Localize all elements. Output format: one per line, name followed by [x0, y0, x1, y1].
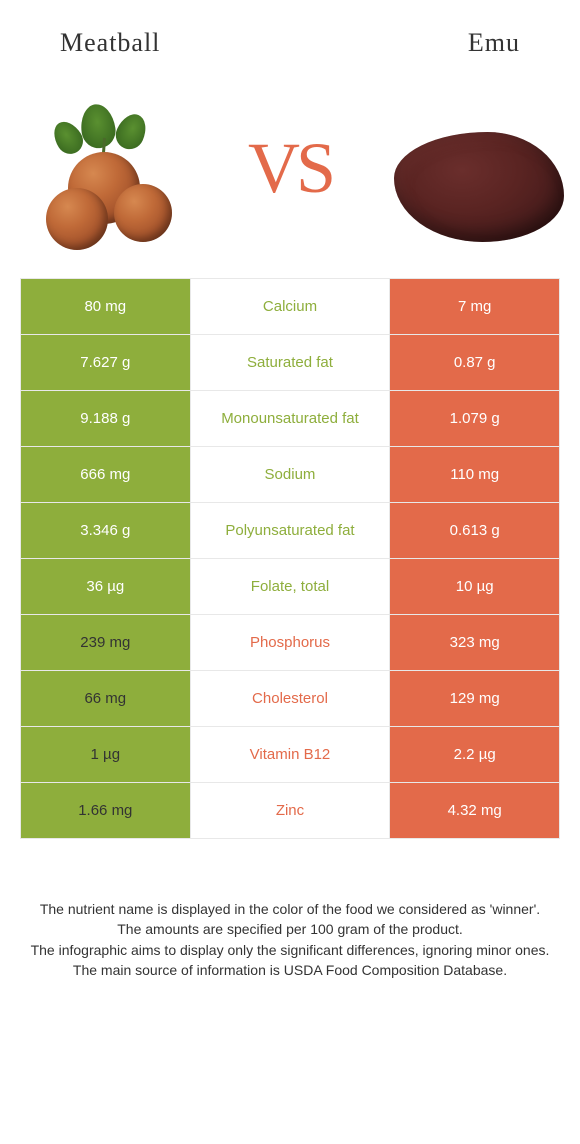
footnote-line: The nutrient name is displayed in the co…: [24, 899, 556, 919]
footnotes: The nutrient name is displayed in the co…: [0, 839, 580, 980]
header: Meatball Emu: [0, 0, 580, 68]
nutrient-name-cell: Vitamin B12: [190, 727, 390, 783]
table-row: 1.66 mgZinc4.32 mg: [21, 783, 560, 839]
nutrient-name-cell: Folate, total: [190, 559, 390, 615]
left-value-cell: 9.188 g: [21, 391, 191, 447]
nutrient-comparison-table: 80 mgCalcium7 mg7.627 gSaturated fat0.87…: [20, 278, 560, 839]
table-row: 36 µgFolate, total10 µg: [21, 559, 560, 615]
right-value-cell: 0.87 g: [390, 335, 560, 391]
nutrient-name-cell: Monounsaturated fat: [190, 391, 390, 447]
left-value-cell: 666 mg: [21, 447, 191, 503]
nutrient-name-cell: Sodium: [190, 447, 390, 503]
right-value-cell: 110 mg: [390, 447, 560, 503]
left-value-cell: 7.627 g: [21, 335, 191, 391]
right-value-cell: 129 mg: [390, 671, 560, 727]
nutrient-name-cell: Saturated fat: [190, 335, 390, 391]
table-row: 66 mgCholesterol129 mg: [21, 671, 560, 727]
right-food-title: Emu: [468, 28, 520, 58]
right-value-cell: 7 mg: [390, 279, 560, 335]
table-row: 1 µgVitamin B122.2 µg: [21, 727, 560, 783]
meatball-image: [20, 88, 200, 248]
right-value-cell: 0.613 g: [390, 503, 560, 559]
nutrient-name-cell: Phosphorus: [190, 615, 390, 671]
right-value-cell: 2.2 µg: [390, 727, 560, 783]
left-value-cell: 66 mg: [21, 671, 191, 727]
table-row: 666 mgSodium110 mg: [21, 447, 560, 503]
left-value-cell: 80 mg: [21, 279, 191, 335]
emu-image: [380, 88, 560, 248]
left-value-cell: 3.346 g: [21, 503, 191, 559]
footnote-line: The infographic aims to display only the…: [24, 940, 556, 960]
table-row: 3.346 gPolyunsaturated fat0.613 g: [21, 503, 560, 559]
parsley-leaf-icon: [78, 102, 118, 150]
table-row: 9.188 gMonounsaturated fat1.079 g: [21, 391, 560, 447]
right-value-cell: 1.079 g: [390, 391, 560, 447]
nutrient-name-cell: Calcium: [190, 279, 390, 335]
left-food-title: Meatball: [60, 28, 160, 58]
footnote-line: The amounts are specified per 100 gram o…: [24, 919, 556, 939]
right-value-cell: 10 µg: [390, 559, 560, 615]
nutrient-name-cell: Polyunsaturated fat: [190, 503, 390, 559]
table-row: 7.627 gSaturated fat0.87 g: [21, 335, 560, 391]
footnote-line: The main source of information is USDA F…: [24, 960, 556, 980]
nutrient-name-cell: Cholesterol: [190, 671, 390, 727]
meatball-icon: [114, 184, 172, 242]
left-value-cell: 36 µg: [21, 559, 191, 615]
emu-meat-icon: [394, 132, 564, 242]
right-value-cell: 4.32 mg: [390, 783, 560, 839]
images-row: VS: [0, 68, 580, 278]
left-value-cell: 1.66 mg: [21, 783, 191, 839]
parsley-leaf-icon: [111, 109, 151, 153]
nutrient-name-cell: Zinc: [190, 783, 390, 839]
meatball-icon: [46, 188, 108, 250]
right-value-cell: 323 mg: [390, 615, 560, 671]
table-row: 80 mgCalcium7 mg: [21, 279, 560, 335]
vs-label: VS: [248, 127, 332, 210]
left-value-cell: 1 µg: [21, 727, 191, 783]
table-row: 239 mgPhosphorus323 mg: [21, 615, 560, 671]
left-value-cell: 239 mg: [21, 615, 191, 671]
